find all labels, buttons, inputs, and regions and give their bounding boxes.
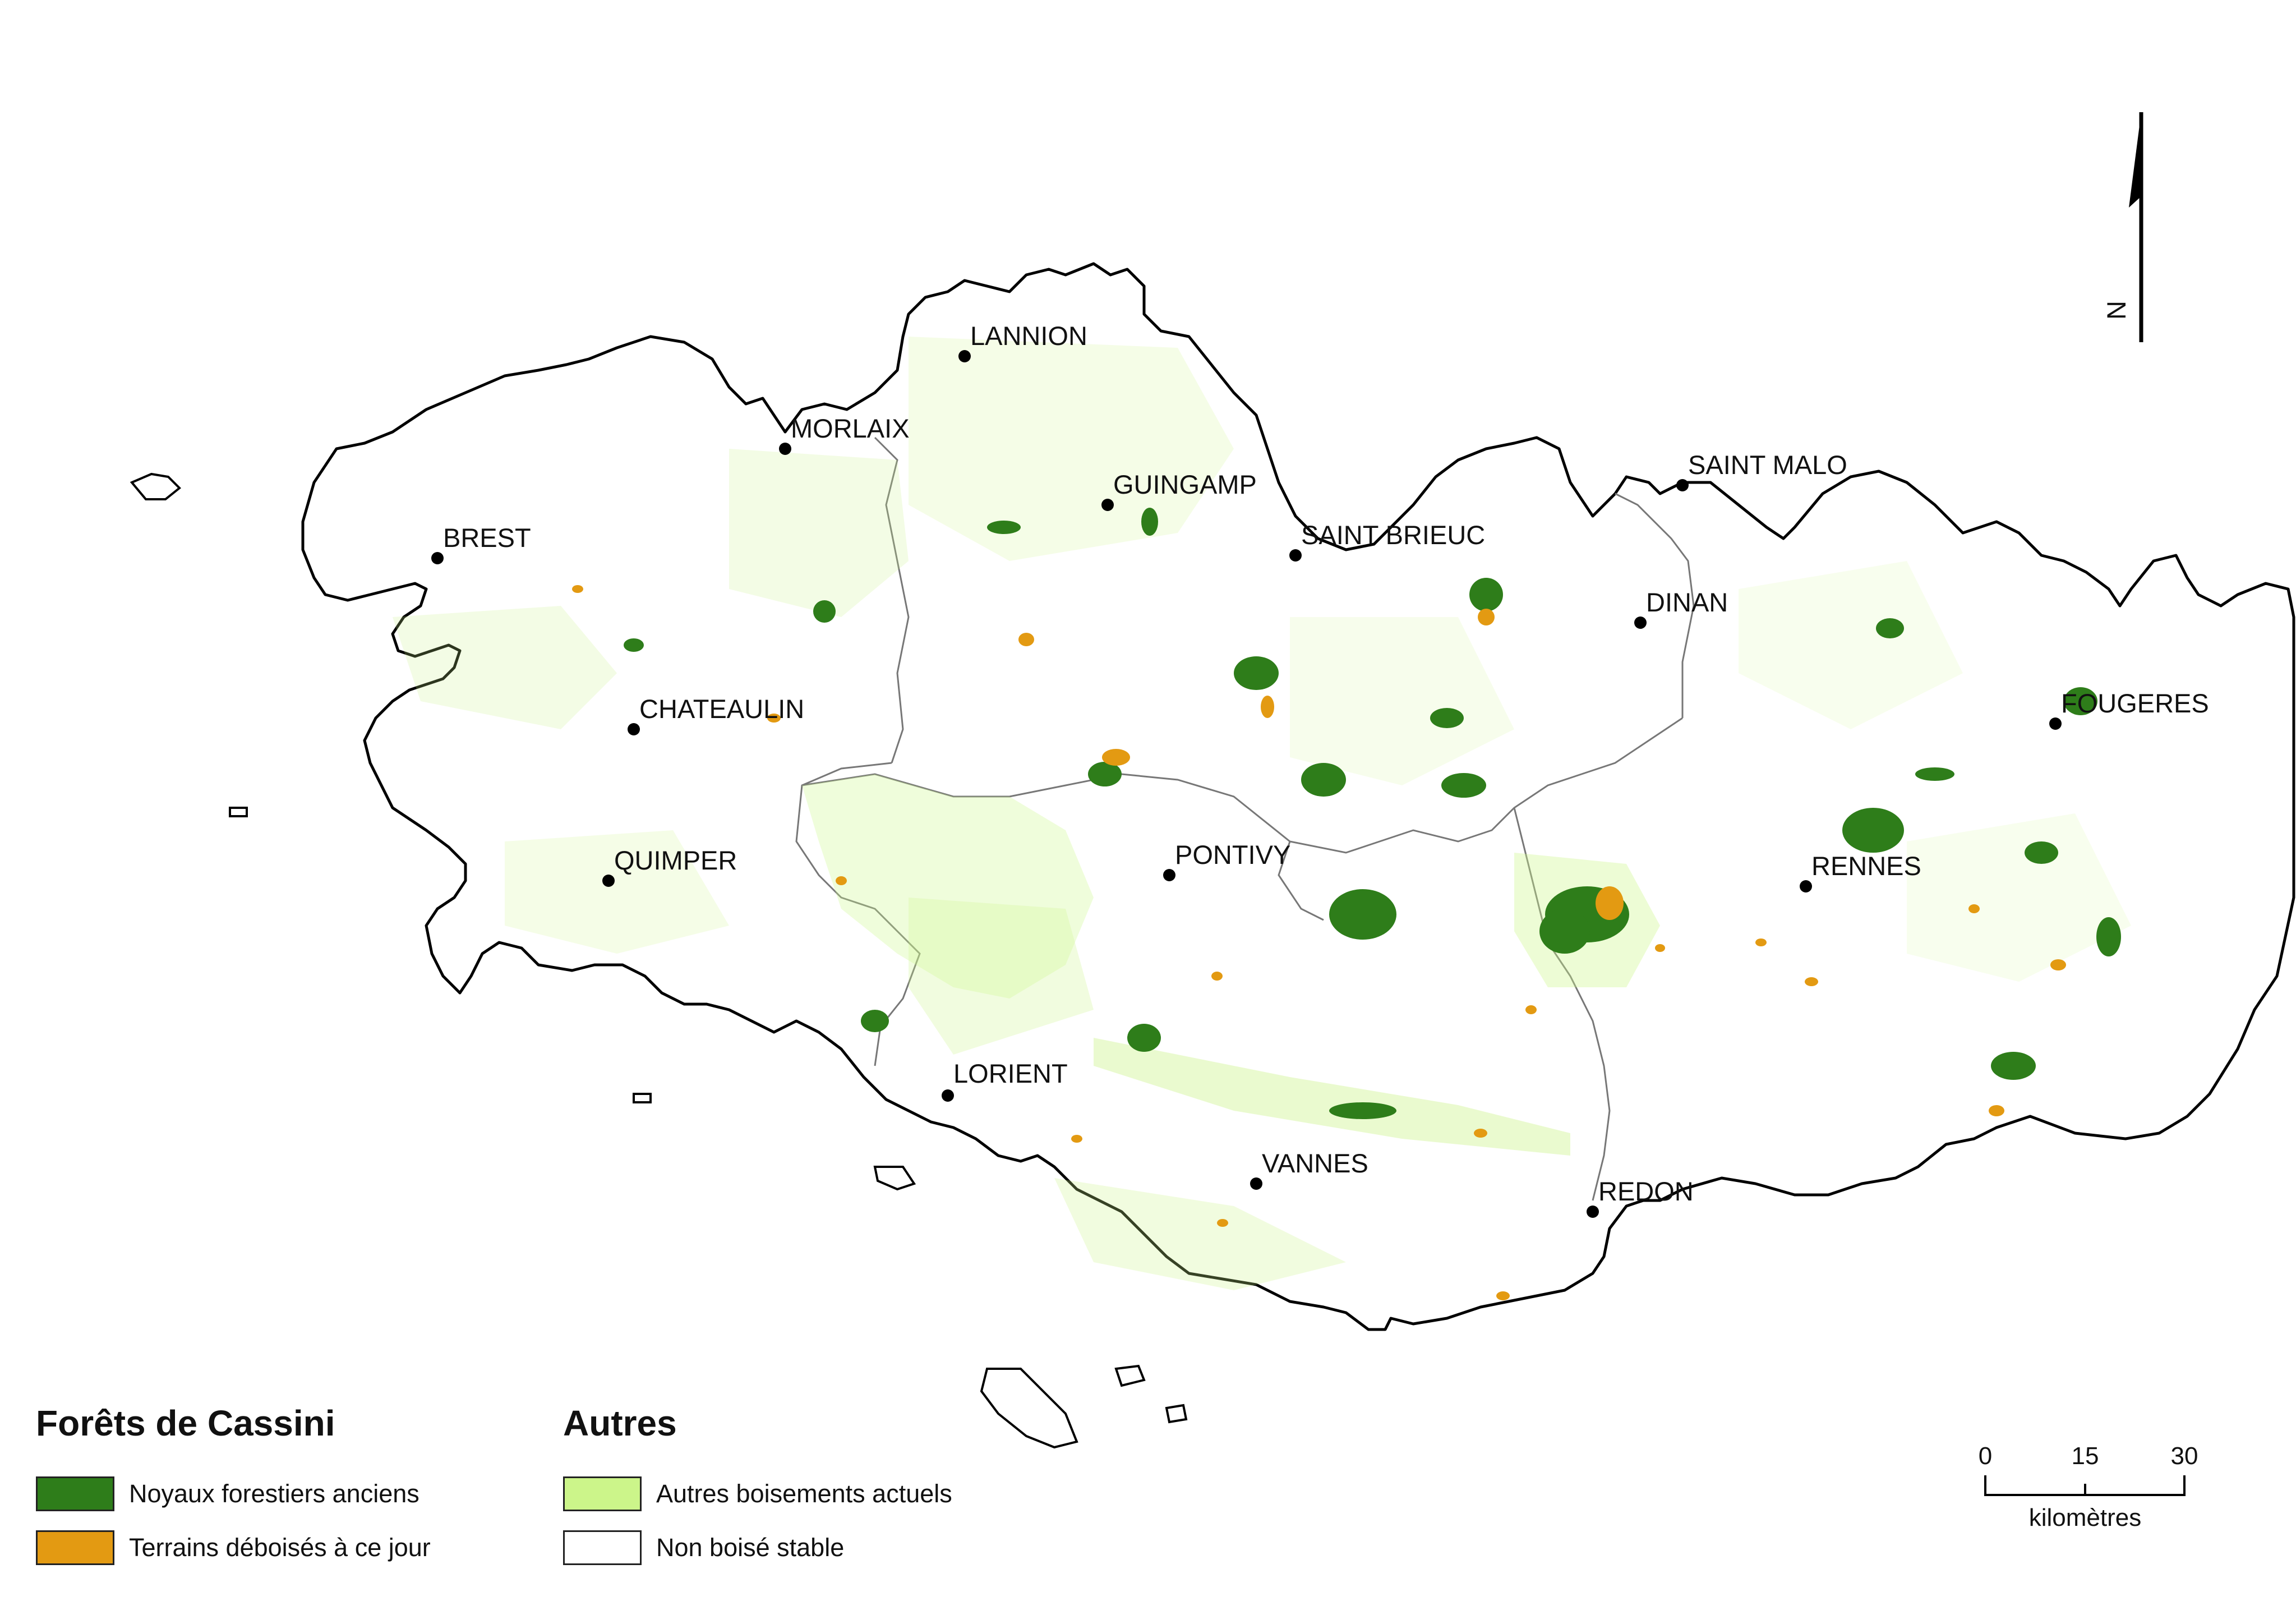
city-dot-dinan — [1634, 617, 1647, 629]
city-dot-brest — [431, 552, 444, 564]
city-dot-saint-brieuc — [1289, 549, 1302, 562]
city-label-saint-malo: SAINT MALO — [1688, 450, 1847, 480]
island-ushant — [130, 472, 181, 500]
island-belle-ile — [980, 1368, 1078, 1449]
legend-title-autres: Autres — [563, 1403, 677, 1443]
city-label-fougeres: FOUGERES — [2061, 688, 2209, 718]
north-arrow-icon: N — [2101, 112, 2143, 342]
city-label-lannion: LANNION — [970, 321, 1087, 351]
city-dot-lorient — [942, 1089, 954, 1102]
city-label-redon: REDON — [1598, 1176, 1694, 1206]
city-dot-lannion — [958, 350, 971, 362]
scale-tick-0: 0 — [1979, 1442, 1992, 1470]
island-sein — [229, 807, 248, 817]
city-dot-redon — [1587, 1206, 1599, 1218]
legend-swatch-other-woodland — [563, 1476, 642, 1511]
brittany-land — [130, 262, 2295, 1449]
legend-item-ancient-forest: Noyaux forestiers anciens — [36, 1476, 419, 1511]
city-label-saint-brieuc: SAINT BRIEUC — [1301, 520, 1485, 550]
city-label-morlaix: MORLAIX — [791, 413, 910, 443]
island-houat — [1114, 1364, 1146, 1387]
city-label-pontivy: PONTIVY — [1175, 840, 1290, 869]
legend-swatch-non-wooded — [563, 1530, 642, 1565]
city-label-brest: BREST — [443, 523, 531, 553]
city-dot-quimper — [602, 875, 615, 887]
cleared-land-patches — [572, 585, 2066, 1300]
legend-label-cleared-land: Terrains déboisés à ce jour — [129, 1533, 431, 1562]
scale-bar: 0 15 30 kilomètres — [1979, 1442, 2198, 1531]
legend-label-non-wooded: Non boisé stable — [656, 1533, 845, 1562]
city-dot-vannes — [1250, 1177, 1262, 1190]
legend-swatch-ancient-forest — [36, 1476, 114, 1511]
city-dot-saint-malo — [1676, 479, 1689, 491]
legend-label-other-woodland: Autres boisements actuels — [656, 1479, 952, 1508]
city-dot-morlaix — [779, 443, 791, 455]
city-dot-pontivy — [1163, 869, 1175, 881]
legend-title-cassini: Forêts de Cassini — [36, 1403, 335, 1443]
city-label-chateaulin: CHATEAULIN — [639, 694, 804, 724]
island-groix — [873, 1166, 916, 1191]
scale-unit: kilomètres — [2029, 1504, 2142, 1531]
city-dot-fougeres — [2049, 717, 2062, 730]
north-label: N — [2101, 301, 2131, 320]
legend-label-ancient-forest: Noyaux forestiers anciens — [129, 1479, 419, 1508]
city-label-dinan: DINAN — [1646, 587, 1728, 617]
city-dot-rennes — [1800, 880, 1812, 892]
city-label-lorient: LORIENT — [953, 1059, 1068, 1088]
city-markers: LANNION MORLAIX GUINGAMP SAINT MALO SAINT BR… — [431, 321, 2209, 1218]
scale-tick-15: 15 — [2072, 1442, 2099, 1470]
island-glenan — [633, 1093, 652, 1103]
city-dot-chateaulin — [628, 723, 640, 735]
city-label-quimper: QUIMPER — [614, 845, 737, 875]
department-boundaries — [795, 436, 1695, 1201]
legend-item-other-woodland: Autres boisements actuels — [563, 1476, 952, 1511]
legend-item-non-wooded: Non boisé stable — [563, 1530, 844, 1565]
scale-tick-30: 30 — [2171, 1442, 2198, 1470]
city-label-guingamp: GUINGAMP — [1113, 470, 1257, 499]
city-dot-guingamp — [1101, 499, 1114, 511]
legend-item-cleared-land: Terrains déboisés à ce jour — [36, 1530, 431, 1565]
city-label-vannes: VANNES — [1262, 1148, 1368, 1178]
city-label-rennes: RENNES — [1811, 851, 1921, 881]
brittany-outline — [301, 262, 2295, 1331]
island-hoedic — [1165, 1404, 1188, 1424]
legend-swatch-cleared-land — [36, 1530, 114, 1565]
